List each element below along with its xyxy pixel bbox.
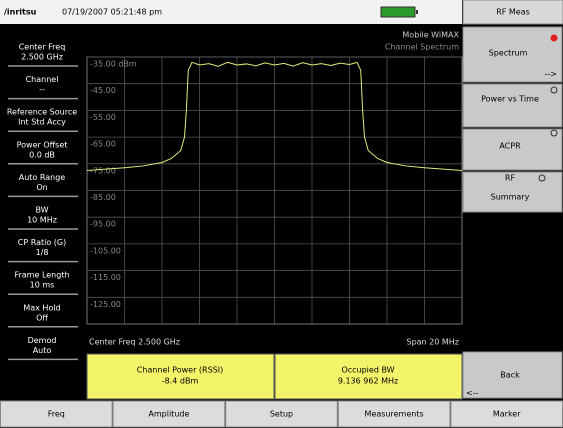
setting-value: Auto	[33, 346, 52, 355]
setting-label: Reference Source	[7, 108, 77, 117]
battery	[380, 6, 416, 18]
setting-value: 10 ms	[30, 281, 55, 290]
y-tick-label: -45.00	[90, 86, 116, 95]
y-tick-label: -105.00	[90, 246, 121, 255]
tab[interactable]	[450, 400, 563, 428]
softkey-label: Back	[500, 371, 520, 380]
setting-value: Off	[36, 313, 48, 322]
indicator	[550, 86, 558, 94]
y-tick-label: -95.00	[90, 220, 116, 229]
y-tick-label: -35.00 dBm	[90, 60, 137, 69]
result-label: Occupied BW	[341, 366, 394, 375]
tab-label: Amplitude	[148, 410, 189, 419]
setting-label: Center Freq	[19, 43, 66, 52]
result-value: -8.4 dBm	[162, 377, 199, 386]
setting-label: Max Hold	[23, 303, 60, 312]
tab[interactable]	[225, 400, 338, 428]
softkey-sub: -->	[545, 70, 557, 79]
result-box	[274, 353, 463, 400]
setting-label: Demod	[28, 336, 57, 345]
tab[interactable]	[0, 400, 113, 428]
setting-label: Frame Length	[14, 271, 69, 280]
softkey[interactable]	[462, 128, 563, 171]
y-tick-label: -85.00	[90, 193, 116, 202]
setting-value: Int Std Accy	[18, 118, 66, 127]
setting-label: BW	[35, 206, 48, 215]
active-indicator	[550, 34, 558, 42]
indicator	[550, 129, 558, 137]
x-right-label: Span 20 MHz	[406, 338, 459, 347]
battery-tip	[416, 10, 418, 14]
setting-label: Power Offset	[17, 140, 68, 149]
chart-title: Mobile WiMAX	[402, 31, 459, 40]
chart-subtitle: Channel Spectrum	[385, 43, 459, 52]
setting-label: Auto Range	[19, 173, 66, 182]
panel-header	[462, 0, 563, 25]
softkey[interactable]	[462, 351, 563, 399]
softkey[interactable]	[462, 83, 563, 128]
y-tick-label: -65.00	[90, 140, 116, 149]
y-tick-label: -115.00	[90, 273, 121, 282]
result-label: Channel Power (RSSI)	[137, 366, 223, 375]
x-left-label: Center Freq 2.500 GHz	[89, 338, 180, 347]
setting-value: --	[39, 85, 45, 94]
softkey-label: Power vs Time	[481, 95, 539, 104]
datetime: 07/19/2007 05:21:48 pm	[62, 8, 162, 17]
setting-value: 10 MHz	[27, 216, 57, 225]
tab[interactable]	[337, 400, 451, 428]
y-tick-label: -125.00	[90, 300, 121, 309]
setting-label: CP Ratio (G)	[18, 238, 66, 247]
softkey-sub: <--	[466, 389, 479, 398]
softkey-label: ACPR	[499, 142, 521, 151]
tab-label: Measurements	[365, 410, 424, 419]
setting-value: 0.0 dB	[29, 150, 55, 159]
result-value: 9.136 962 MHz	[338, 377, 398, 386]
softkey-label: Summary	[491, 193, 530, 202]
setting-value: On	[36, 183, 47, 192]
y-tick-label: -55.00	[90, 113, 116, 122]
logo: /inritsu	[4, 8, 37, 17]
setting-label: Channel	[26, 75, 59, 84]
y-tick-label: -75.00	[90, 166, 116, 175]
tab-label: Freq	[48, 410, 65, 419]
tab-label: Setup	[270, 410, 293, 419]
softkey-label: Spectrum	[489, 49, 528, 58]
softkey-label: RF	[505, 174, 516, 183]
tab-label: Marker	[493, 410, 521, 419]
softkey[interactable]	[462, 171, 563, 213]
result-box	[86, 353, 275, 400]
indicator	[538, 174, 546, 182]
trace	[86, 61, 463, 171]
setting-value: 2.500 GHz	[21, 53, 63, 62]
tab[interactable]	[112, 400, 226, 428]
panel-title: RF Meas	[496, 8, 530, 17]
softkey[interactable]	[462, 26, 563, 83]
setting-value: 1/8	[36, 248, 49, 257]
